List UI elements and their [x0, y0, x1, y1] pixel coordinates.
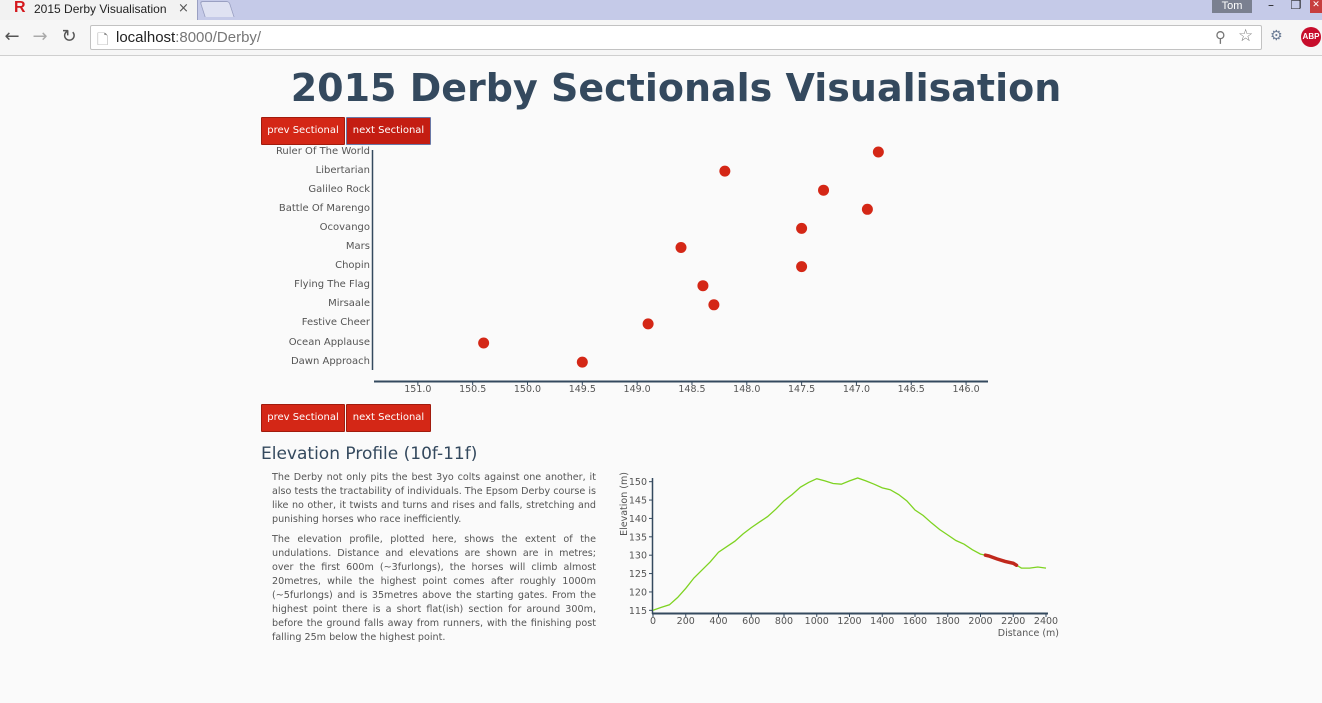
page-icon: 🗋 [97, 32, 109, 48]
x-tick-label: 146.0 [952, 384, 979, 395]
elevation-y-tick-label: 130 [629, 551, 647, 562]
elevation-y-tick-label: 125 [629, 569, 647, 580]
tab-derby-visualisation[interactable]: R 2015 Derby Visualisation × [0, 0, 198, 20]
maximize-icon[interactable]: ❐ [1290, 0, 1302, 12]
horse-time-dot[interactable] [576, 356, 588, 368]
elevation-x-axis-label: Distance (m) [998, 628, 1059, 639]
elevation-y-tick-label: 120 [629, 587, 647, 598]
horse-time-dot[interactable] [642, 318, 654, 330]
elevation-heading: Elevation Profile (10f-11f) [261, 444, 478, 464]
elevation-paragraph-1: The Derby not only pits the best 3yo col… [272, 472, 596, 525]
horse-label: Festive Cheer [301, 317, 370, 328]
page-title: 2015 Derby Sectionals Visualisation [290, 66, 1062, 110]
x-tick-label: 147.5 [788, 384, 815, 395]
horse-label: Ocean Applause [288, 337, 370, 348]
window-close-icon[interactable]: ✕ [1310, 0, 1322, 13]
elevation-x-tick-label: 800 [775, 616, 793, 627]
back-arrow-icon[interactable]: ← [4, 26, 20, 47]
tab-close-icon[interactable]: × [178, 1, 189, 16]
elevation-y-tick-label: 150 [629, 477, 647, 488]
elevation-x-tick-label: 400 [709, 616, 727, 627]
x-tick-label: 149.5 [569, 384, 596, 395]
horse-label: Flying The Flag [294, 279, 370, 290]
horse-label: Ocovango [319, 222, 370, 233]
elevation-y-tick-label: 115 [629, 606, 647, 617]
horse-time-dot[interactable] [697, 280, 709, 292]
star-icon[interactable]: ☆ [1238, 26, 1254, 46]
url-path: :8000/Derby/ [175, 29, 262, 46]
horse-time-dot[interactable] [861, 203, 873, 215]
horse-time-dot[interactable] [708, 299, 720, 311]
url-host: localhost [116, 29, 176, 46]
elevation-x-tick-label: 0 [650, 616, 656, 627]
horse-label: Chopin [335, 260, 370, 271]
horse-label: Battle Of Marengo [278, 203, 370, 214]
forward-arrow-icon[interactable]: → [32, 26, 48, 47]
elevation-x-tick-label: 2200 [1001, 616, 1025, 627]
x-tick-label: 148.5 [678, 384, 705, 395]
tab-title: 2015 Derby Visualisation [34, 2, 167, 16]
elevation-x-tick-label: 2400 [1034, 616, 1058, 627]
prev-sectional-button[interactable]: prev Sectional [261, 117, 345, 145]
address-bar[interactable]: 🗋 localhost:8000/Derby/ ⚲ ☆ [90, 25, 1262, 50]
elevation-x-tick-label: 1600 [903, 616, 927, 627]
r-favicon-icon: R [14, 0, 26, 16]
current-sectional-highlight [983, 553, 1019, 567]
profile-user-badge[interactable]: Tom [1212, 0, 1252, 13]
elevation-x-tick-label: 600 [742, 616, 760, 627]
horse-time-dot[interactable] [719, 165, 731, 177]
horse-time-dot[interactable] [796, 261, 808, 273]
horse-time-dot[interactable] [818, 184, 830, 196]
elevation-y-tick-label: 135 [629, 532, 647, 543]
x-tick-label: 151.0 [404, 384, 431, 395]
horse-label: Ruler Of The World [275, 146, 370, 157]
x-tick-label: 146.5 [898, 384, 925, 395]
elevation-x-tick-label: 1800 [936, 616, 960, 627]
x-tick-label: 149.0 [624, 384, 651, 395]
horse-time-dot[interactable] [478, 337, 490, 349]
elevation-y-axis-label: Elevation (m) [619, 472, 630, 536]
horse-label: Mirsaale [328, 298, 370, 309]
browser-toolbar: ← → ↻ 🗋 localhost:8000/Derby/ ⚲ ☆ ⚙ ABP [0, 20, 1322, 56]
extension-icon[interactable]: ⚙ [1270, 28, 1283, 44]
adblock-icon[interactable]: ABP [1301, 27, 1321, 47]
prev-sectional-button-bottom[interactable]: prev Sectional [261, 404, 345, 432]
x-tick-label: 147.0 [843, 384, 870, 395]
horse-time-dot[interactable] [675, 242, 687, 253]
elevation-x-tick-label: 2000 [968, 616, 992, 627]
elevation-y-tick-label: 140 [629, 514, 647, 525]
horse-label: Mars [345, 241, 370, 252]
horse-time-dot[interactable] [872, 146, 884, 158]
horse-label: Dawn Approach [290, 356, 370, 367]
elevation-x-tick-label: 1000 [805, 616, 829, 627]
reload-icon[interactable]: ↻ [61, 26, 77, 47]
horse-time-dot[interactable] [796, 222, 808, 234]
minimize-icon[interactable]: – [1268, 0, 1274, 12]
elevation-x-tick-label: 1200 [837, 616, 861, 627]
url-text[interactable]: localhost:8000/Derby/ [116, 29, 261, 46]
search-icon[interactable]: ⚲ [1215, 28, 1226, 46]
next-sectional-button-bottom[interactable]: next Sectional [346, 404, 431, 432]
elevation-x-tick-label: 1400 [870, 616, 894, 627]
x-tick-label: 150.0 [514, 384, 541, 395]
horse-label: Galileo Rock [308, 184, 370, 195]
elevation-y-tick-label: 145 [629, 496, 647, 507]
x-tick-label: 148.0 [733, 384, 760, 395]
elevation-x-tick-label: 200 [677, 616, 695, 627]
next-sectional-button[interactable]: next Sectional [346, 117, 431, 145]
elevation-line [652, 477, 1047, 611]
tab-strip: R 2015 Derby Visualisation × Tom – ❐ ✕ [0, 0, 1322, 20]
horse-label: Libertarian [315, 165, 370, 176]
elevation-paragraph-2: The elevation profile, plotted here, sho… [272, 534, 596, 643]
x-tick-label: 150.5 [459, 384, 486, 395]
